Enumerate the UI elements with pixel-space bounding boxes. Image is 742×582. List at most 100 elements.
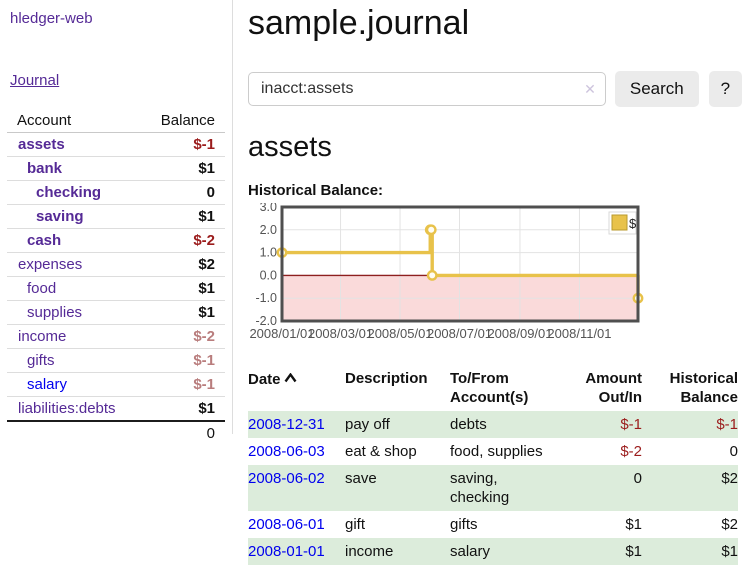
transaction-date-link[interactable]: 2008-06-02: [248, 470, 325, 487]
transaction-accounts: salary: [450, 543, 491, 560]
transaction-row: 2008-01-01 income salary $1 $1: [248, 538, 738, 565]
account-link-food[interactable]: food: [27, 280, 57, 297]
svg-text:1.0: 1.0: [260, 246, 277, 260]
svg-text:-2.0: -2.0: [255, 314, 277, 328]
transaction-accounts: debts: [450, 416, 487, 433]
svg-text:-1.0: -1.0: [255, 291, 277, 305]
account-heading: assets: [248, 131, 332, 163]
transaction-accounts: gifts: [450, 516, 478, 533]
transaction-amount: $1: [625, 516, 642, 533]
search-help-button[interactable]: ?: [708, 71, 742, 107]
transaction-accounts: saving, checking: [450, 470, 510, 506]
accounts-column-header: To/From Account(s): [450, 370, 529, 406]
account-link-saving[interactable]: saving: [36, 208, 84, 225]
transaction-description: save: [345, 470, 377, 487]
search-button[interactable]: Search: [614, 71, 699, 107]
transaction-description: gift: [345, 516, 366, 533]
account-link-expenses[interactable]: expenses: [18, 256, 83, 273]
account-link-gifts[interactable]: gifts: [27, 352, 55, 369]
register-header-row: Date Description To/From Account(s) Amou…: [248, 365, 738, 411]
account-link-liabilities-debts[interactable]: liabilities:debts: [18, 400, 116, 417]
balance-column-header: Historical Balance: [669, 370, 738, 406]
transaction-accounts: food, supplies: [450, 443, 543, 460]
transaction-description: eat & shop: [345, 443, 417, 460]
svg-text:2008/05/01: 2008/05/01: [367, 326, 432, 341]
account-link-bank[interactable]: bank: [27, 160, 63, 177]
account-row: assets $-1: [7, 133, 225, 157]
svg-text:2008/07/01: 2008/07/01: [427, 326, 492, 341]
transaction-balance: $2: [721, 470, 738, 487]
account-row: food $1: [7, 277, 225, 301]
account-balance-value: $-1: [193, 136, 215, 153]
svg-text:2.0: 2.0: [260, 223, 277, 237]
account-balance-value: $-1: [193, 376, 215, 393]
total-balance-value: 0: [206, 425, 215, 442]
account-table-rows: assets $-1 bank $1 checking 0 saving $1 cash $-2 e…: [7, 133, 225, 420]
search-input[interactable]: [248, 72, 606, 106]
transaction-description: income: [345, 543, 394, 560]
account-link-assets[interactable]: assets: [18, 136, 65, 153]
transaction-description: pay off: [345, 416, 390, 433]
account-link-income[interactable]: income: [18, 328, 67, 345]
account-link-supplies[interactable]: supplies: [27, 304, 83, 321]
sort-ascending-icon: [284, 369, 297, 388]
account-link-salary[interactable]: salary: [27, 376, 68, 393]
account-total-row: 0: [7, 420, 225, 446]
clear-search-icon[interactable]: ✕: [584, 81, 596, 97]
register-table: Date Description To/From Account(s) Amou…: [248, 365, 738, 565]
transaction-row: 2008-12-31 pay off debts $-1 $-1: [248, 411, 738, 438]
svg-text:2008/11/01: 2008/11/01: [547, 326, 611, 341]
transaction-date-link[interactable]: 2008-06-03: [248, 443, 325, 460]
account-link-checking[interactable]: checking: [36, 184, 102, 201]
account-balance-table: Account Balance assets $-1 bank $1 checking 0…: [7, 110, 225, 446]
svg-text:3.0: 3.0: [260, 203, 277, 214]
account-balance-value: $1: [198, 160, 215, 177]
svg-text:2008/03/01: 2008/03/01: [308, 326, 373, 341]
transaction-row: 2008-06-01 gift gifts $1 $2: [248, 511, 738, 538]
transaction-amount: $-1: [620, 416, 642, 433]
account-row: expenses $2: [7, 253, 225, 277]
account-balance-value: $1: [198, 208, 215, 225]
account-balance-value: $1: [198, 304, 215, 321]
chart-title: Historical Balance:: [248, 182, 384, 199]
transaction-row: 2008-06-03 eat & shop food, supplies $-2 0: [248, 438, 738, 465]
svg-text:$: $: [629, 216, 637, 231]
transaction-date-link[interactable]: 2008-01-01: [248, 543, 325, 560]
account-link-cash[interactable]: cash: [27, 232, 62, 249]
transaction-balance: $-1: [716, 416, 738, 433]
transaction-date-link[interactable]: 2008-12-31: [248, 416, 325, 433]
register-rows: 2008-12-31 pay off debts $-1 $-1 2008-06-03 ea…: [248, 411, 738, 565]
account-row: supplies $1: [7, 301, 225, 325]
historical-balance-chart: $3.0 2.0 1.0 0.0 -1.0 -2.0 2008/01/01 2008/03/0…: [248, 203, 742, 349]
transaction-date-link[interactable]: 2008-06-01: [248, 516, 325, 533]
account-balance-value: $-1: [193, 352, 215, 369]
account-row: cash $-2: [7, 229, 225, 253]
amount-column-header: Amount Out/In: [585, 370, 642, 406]
transaction-balance: $2: [721, 516, 738, 533]
account-balance-value: $1: [198, 400, 215, 417]
sidebar: hledger-web Journal Account Balance asse…: [0, 0, 233, 442]
account-balance-value: 0: [206, 184, 215, 201]
date-column-header[interactable]: Date: [248, 365, 345, 393]
account-table-header: Account Balance: [7, 110, 225, 133]
transaction-amount: 0: [633, 470, 642, 487]
main-content: sample.journal ✕ Search ? assets Histori…: [248, 0, 742, 565]
account-row: liabilities:debts $1: [7, 397, 225, 420]
account-column-header: Account: [17, 112, 72, 129]
svg-text:2008/09/01: 2008/09/01: [487, 326, 552, 341]
description-column-header: Description: [345, 370, 428, 387]
account-row: checking 0: [7, 181, 225, 205]
account-balance-value: $2: [198, 256, 215, 273]
search-bar: ✕ Search ?: [248, 71, 742, 107]
account-balance-value: $-2: [193, 328, 215, 345]
account-row: bank $1: [7, 157, 225, 181]
balance-column-header: Balance: [160, 112, 215, 129]
sidebar-item-journal[interactable]: Journal: [10, 72, 60, 89]
transaction-balance: $1: [721, 543, 738, 560]
transaction-balance: 0: [729, 443, 738, 460]
transaction-row: 2008-06-02 save saving, checking 0 $2: [248, 465, 738, 511]
page-title: sample.journal: [248, 4, 470, 42]
brand-link[interactable]: hledger-web: [10, 10, 93, 27]
account-row: salary $-1: [7, 373, 225, 397]
transaction-amount: $-2: [620, 443, 642, 460]
